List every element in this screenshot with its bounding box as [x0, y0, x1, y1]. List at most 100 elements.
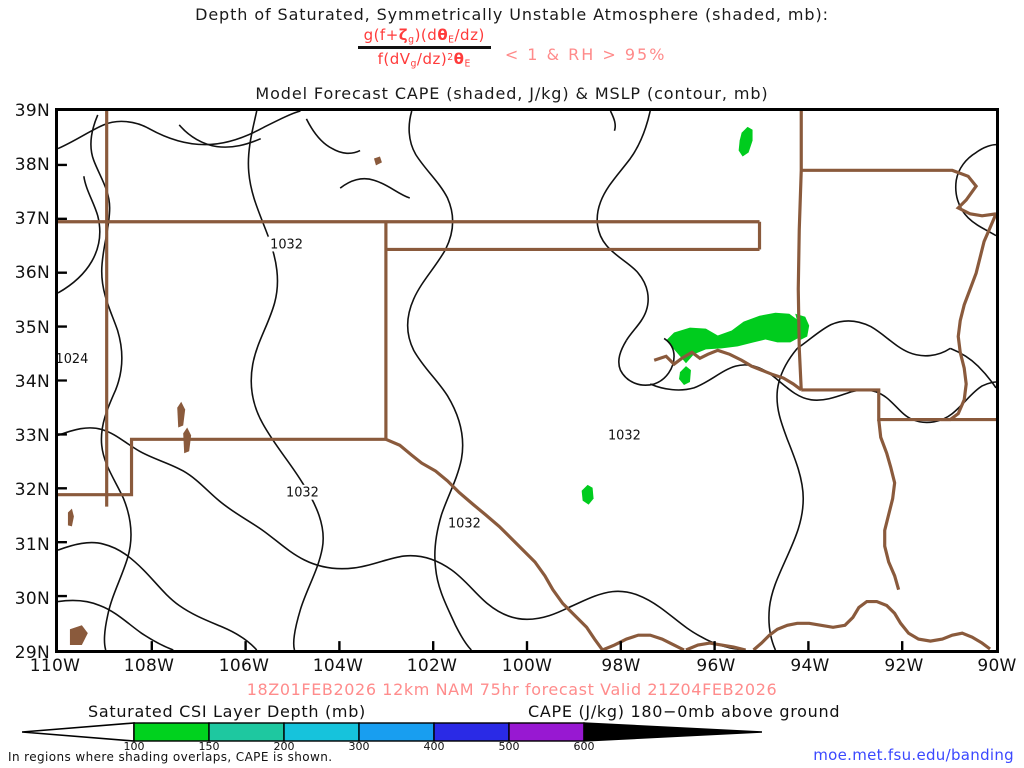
map-svg: 1032 1024 1032 1032 1032	[58, 111, 996, 650]
x-tick-110w: 110W	[29, 656, 81, 676]
colorbar-ticks: 100 150 200 300 400 500 600	[22, 740, 762, 754]
colorbar-tick-200: 200	[273, 740, 295, 753]
x-tick-92w: 92W	[884, 656, 924, 676]
csi-legend-label: Saturated CSI Layer Depth (mb)	[88, 702, 366, 721]
state-boundary-layer	[58, 111, 996, 650]
colorbar-tick-150: 150	[198, 740, 220, 753]
border-red-river	[385, 437, 604, 650]
x-tick-106w: 106W	[218, 656, 270, 676]
y-tick-35n: 35N	[14, 318, 50, 338]
y-tick-29n: 29N	[14, 643, 50, 663]
mslp-contour-10	[305, 118, 361, 155]
legend-labels: Saturated CSI Layer Depth (mb) CAPE (J/k…	[0, 702, 1024, 722]
colorbar-tick-600: 600	[573, 740, 595, 753]
forecast-valid-line: 18Z01FEB2026 12km NAM 75hr forecast Vali…	[246, 680, 778, 699]
colorbar-band-300-400	[358, 722, 435, 742]
overlap-note: In regions where shading overlaps, CAPE …	[8, 750, 333, 764]
mslp-contour-16	[58, 599, 174, 650]
colorbar-under-arrow	[22, 722, 135, 742]
y-tick-38n: 38N	[14, 155, 50, 175]
border-ms-river-north	[940, 213, 996, 422]
mslp-contour-7	[618, 337, 675, 386]
contour-label-1032-northtexas: 1032	[605, 427, 644, 443]
title-block: Depth of Saturated, Symmetrically Unstab…	[0, 0, 1024, 103]
mslp-contour-8	[339, 177, 411, 199]
shading-oklahoma-speck	[679, 366, 691, 385]
mslp-contour-5	[406, 111, 472, 650]
colorbar-tick-100: 100	[123, 740, 145, 753]
contour-label-1032-westtexas: 1032	[445, 515, 484, 531]
csi-shading-layer	[581, 126, 810, 505]
border-nm-south	[58, 437, 386, 497]
mslp-contour-9	[178, 124, 262, 148]
y-tick-32n: 32N	[14, 480, 50, 500]
colorbar-over-arrow	[583, 722, 762, 742]
shading-northeast-kansas	[738, 126, 753, 157]
map-plot-area[interactable]: 1032 1024 1032 1032 1032	[55, 108, 999, 653]
border-la-ms	[877, 419, 901, 591]
formula-condition: < 1 & RH > 95%	[504, 45, 667, 65]
mslp-contour-layer	[58, 111, 996, 650]
mslp-contour-11	[649, 364, 996, 424]
x-tick-108w: 108W	[123, 656, 175, 676]
y-tick-30n: 30N	[14, 589, 50, 609]
y-tick-39n: 39N	[14, 101, 50, 121]
border-small-lake-1	[373, 156, 382, 166]
y-tick-33n: 33N	[14, 426, 50, 446]
mslp-contour-6	[596, 111, 651, 341]
x-tick-90w: 90W	[977, 656, 1017, 676]
svg-text:1032: 1032	[270, 237, 303, 252]
y-tick-37n: 37N	[14, 209, 50, 229]
coastline-gulf	[752, 599, 991, 650]
colorbar-band-500-600	[508, 722, 585, 742]
colorbar-band-150-200	[208, 722, 285, 742]
colorbar-band-200-300	[283, 722, 360, 742]
colorbar-band-100-150	[133, 722, 210, 742]
y-tick-36n: 36N	[14, 263, 50, 283]
border-small-lake-3	[183, 427, 192, 454]
x-tick-96w: 96W	[696, 656, 736, 676]
border-small-lake-2	[177, 401, 186, 428]
contour-label-1032-southnm: 1032	[283, 484, 322, 501]
x-tick-98w: 98W	[601, 656, 641, 676]
mslp-contour-2	[90, 114, 132, 650]
colorbar-svg	[22, 722, 762, 742]
mslp-contour-18	[768, 347, 805, 650]
x-tick-102w: 102W	[406, 656, 458, 676]
mslp-contour-4	[58, 176, 101, 294]
colorbar-tick-500: 500	[498, 740, 520, 753]
axis-tickmarks	[58, 163, 904, 650]
shading-southeast-oklahoma	[666, 312, 802, 364]
formula-denominator: f(dVg/dz)2θE	[377, 50, 471, 70]
colorbar[interactable]	[22, 722, 762, 742]
coastline-tx-gulf	[601, 633, 685, 650]
svg-text:1032: 1032	[286, 486, 319, 501]
svg-text:1032: 1032	[448, 516, 481, 531]
mslp-contour-13	[58, 427, 570, 621]
shading-central-texas	[581, 484, 594, 505]
source-site-link[interactable]: moe.met.fsu.edu/banding	[813, 746, 1014, 764]
y-tick-31n: 31N	[14, 535, 50, 555]
mslp-contour-21	[954, 143, 996, 237]
csi-formula: g(f+ζg)(dθE/dz) f(dVg/dz)2θE	[357, 26, 491, 70]
contour-label-1024-west: 1024	[58, 351, 90, 367]
svg-text:1032: 1032	[608, 428, 641, 443]
formula-numerator: g(f+ζg)(dθE/dz)	[363, 26, 485, 46]
colorbar-tick-300: 300	[348, 740, 370, 753]
cape-legend-label: CAPE (J/kg) 180−0mb above ground	[528, 702, 841, 721]
border-ar-north	[801, 168, 996, 218]
formula-fraction-bar	[357, 46, 491, 50]
border-ar-la	[801, 388, 996, 422]
x-tick-94w: 94W	[790, 656, 830, 676]
mslp-contour-20	[609, 111, 617, 132]
page-title: Depth of Saturated, Symmetrically Unstab…	[195, 5, 829, 24]
formula-block: g(f+ζg)(dθE/dz) f(dVg/dz)2θE < 1 & RH > …	[0, 26, 1024, 70]
contour-label-layer: 1032 1024 1032 1032 1032	[58, 236, 644, 531]
mslp-contour-19	[949, 347, 996, 389]
page-subtitle: Model Forecast CAPE (shaded, J/kg) & MSL…	[255, 84, 769, 103]
colorbar-tick-400: 400	[423, 740, 445, 753]
border-ok-ar	[796, 111, 803, 390]
mslp-contour-3	[247, 111, 324, 650]
svg-text:1024: 1024	[58, 352, 88, 367]
y-tick-34n: 34N	[14, 372, 50, 392]
